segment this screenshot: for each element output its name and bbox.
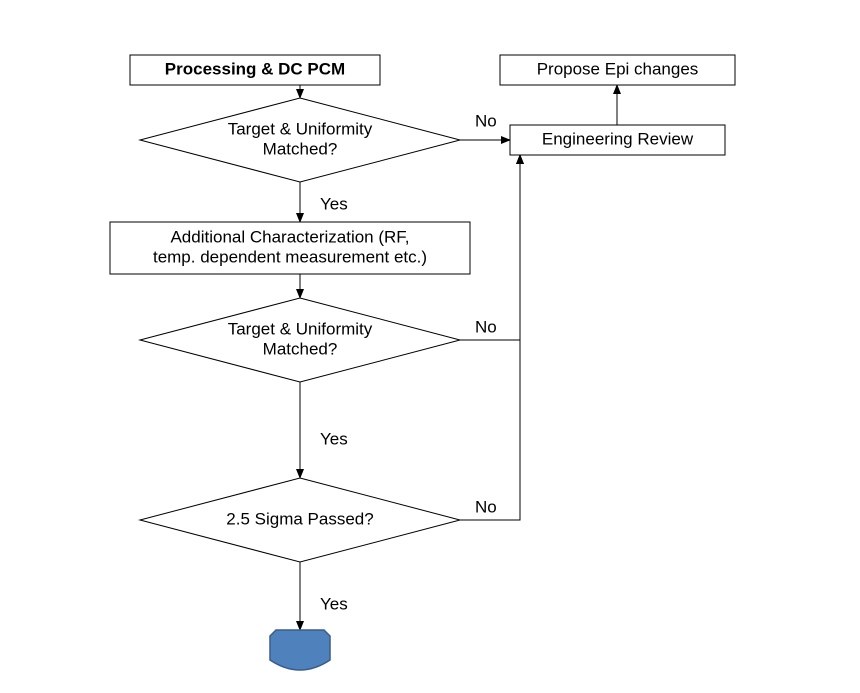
edge-label: No [475, 111, 497, 130]
edge-label: Yes [320, 429, 348, 448]
node-text: Propose Epi changes [537, 59, 699, 78]
edge-label: Yes [320, 594, 348, 613]
edge-label: Yes [320, 194, 348, 213]
flow-node-n3: Additional Characterization (RF,temp. de… [110, 222, 470, 274]
flow-node-n4: Target & UniformityMatched? [140, 298, 460, 382]
flow-node-n8 [270, 630, 330, 670]
node-text: Additional Characterization (RF,temp. de… [153, 228, 427, 267]
flow-edge-e8 [460, 155, 520, 520]
flow-node-n6: Propose Epi changes [500, 55, 735, 85]
edge-label: No [475, 497, 497, 516]
flow-node-n2: Target & UniformityMatched? [140, 98, 460, 182]
edge-label: No [475, 317, 497, 336]
flow-node-n1: Processing & DC PCM [130, 55, 380, 85]
node-text: 2.5 Sigma Passed? [226, 509, 373, 528]
flow-node-n5: 2.5 Sigma Passed? [140, 478, 460, 562]
flow-node-n7: Engineering Review [510, 125, 725, 155]
node-text: Engineering Review [542, 129, 694, 148]
node-text: Processing & DC PCM [165, 59, 345, 78]
